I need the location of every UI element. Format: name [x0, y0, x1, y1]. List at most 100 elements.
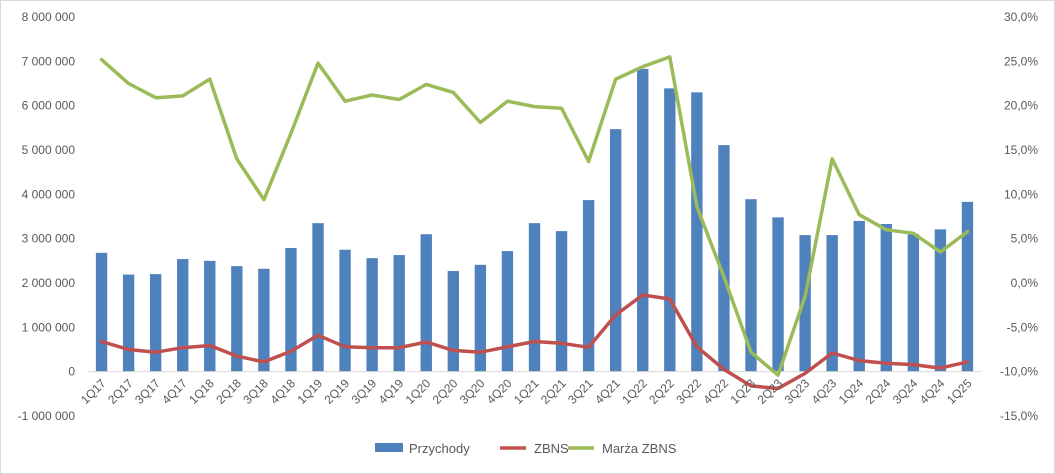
right-axis-tick-label: 5,0%: [1011, 232, 1039, 246]
bar-przychody: [934, 229, 947, 372]
bar-przychody: [853, 220, 865, 372]
right-axis-tick-label: -10,0%: [1000, 365, 1038, 379]
bar-przychody: [285, 247, 297, 372]
left-axis-tick-label: -1 000 000: [18, 409, 76, 423]
category-label: 1Q23: [727, 376, 758, 407]
bar-przychody: [177, 259, 189, 372]
category-label: 1Q25: [944, 376, 975, 407]
right-axis-tick-label: 15,0%: [1004, 143, 1038, 157]
category-label: 2Q19: [322, 376, 353, 407]
category-label: 2Q24: [863, 376, 894, 407]
category-label: 4Q21: [592, 376, 623, 407]
right-axis-tick-label: -15,0%: [1000, 409, 1038, 423]
category-label: 3Q23: [782, 376, 813, 407]
category-label: 4Q18: [267, 376, 298, 407]
category-label: 2Q22: [646, 376, 677, 407]
category-label: 2Q20: [430, 376, 461, 407]
left-axis-tick-label: 2 000 000: [22, 276, 76, 290]
right-axis-ticks: -15,0% -10,0% -5,0% 0,0% 5,0% 10,0% 15,0% 20,0%…: [1000, 10, 1038, 423]
category-label: 1Q22: [619, 376, 650, 407]
category-label: 2Q23: [755, 376, 786, 407]
bar-przychody: [961, 201, 974, 372]
bar-przychody: [95, 252, 108, 372]
bar-przychody: [609, 129, 622, 372]
legend-label: Przychody: [409, 441, 470, 456]
bar-przychody: [122, 274, 135, 372]
category-label: 1Q17: [78, 376, 109, 407]
bar-przychody: [149, 274, 162, 372]
category-label: 3Q18: [240, 376, 271, 407]
line-marza-zbns: [99, 55, 970, 377]
bar-przychody: [204, 260, 216, 372]
bar-przychody: [745, 199, 757, 372]
bar-przychody: [718, 145, 730, 372]
bar-przychody: [880, 224, 892, 372]
legend: Przychody ZBNS Marża ZBNS: [375, 441, 677, 456]
bar-przychody: [312, 223, 324, 372]
right-axis-tick-label: 10,0%: [1004, 187, 1038, 201]
category-label: 3Q22: [673, 376, 704, 407]
bar-przychody: [664, 88, 676, 372]
bar-przychody: [637, 68, 649, 372]
category-label: 2Q21: [538, 376, 569, 407]
bar-przychody: [772, 217, 784, 372]
category-label: 4Q24: [917, 376, 948, 407]
category-label: 4Q20: [484, 376, 515, 407]
bar-przychody: [366, 258, 378, 372]
left-axis-ticks: -1 000 000 0 1 000 000 2 000 000 3 000 000 4 …: [18, 10, 76, 423]
category-label: 1Q24: [836, 376, 867, 407]
bar-przychody: [393, 255, 405, 372]
category-labels: 1Q172Q173Q174Q171Q182Q183Q184Q181Q192Q19…: [78, 376, 975, 407]
bar-przychody: [907, 234, 920, 372]
bar-przychody: [420, 234, 432, 372]
category-label: 3Q21: [565, 376, 596, 407]
legend-label: Marża ZBNS: [602, 441, 677, 456]
bar-przychody: [231, 266, 243, 372]
category-label: 3Q19: [349, 376, 380, 407]
bar-przychody: [528, 223, 541, 372]
bar-przychody: [555, 231, 568, 372]
bar-series: [95, 68, 974, 372]
category-label: 2Q17: [105, 376, 136, 407]
line-zbns: [99, 293, 970, 391]
bar-przychody: [447, 271, 460, 372]
legend-label: ZBNS: [534, 441, 569, 456]
category-label: 4Q22: [700, 376, 731, 407]
bar-przychody: [691, 92, 703, 372]
category-label: 1Q21: [511, 376, 542, 407]
bar-przychody: [501, 251, 514, 372]
left-axis-tick-label: 5 000 000: [22, 143, 76, 157]
category-label: 4Q17: [159, 376, 190, 407]
left-axis-tick-label: 3 000 000: [22, 232, 76, 246]
left-axis-tick-label: 0: [68, 365, 75, 379]
left-axis-tick-label: 8 000 000: [22, 10, 76, 24]
category-label: 3Q20: [457, 376, 488, 407]
category-label: 4Q19: [376, 376, 407, 407]
bar-przychody: [799, 235, 811, 372]
right-axis-tick-label: 20,0%: [1004, 99, 1038, 113]
category-label: 2Q18: [213, 376, 244, 407]
left-axis-tick-label: 1 000 000: [22, 320, 76, 334]
left-axis-tick-label: 6 000 000: [22, 99, 76, 113]
bar-przychody: [582, 200, 595, 372]
right-axis-tick-label: 0,0%: [1011, 276, 1039, 290]
line-series: [99, 55, 970, 391]
legend-swatch-przychody: [375, 443, 403, 452]
category-label: 1Q20: [403, 376, 434, 407]
bar-przychody: [474, 264, 487, 372]
category-label: 1Q19: [294, 376, 325, 407]
right-axis-tick-label: 25,0%: [1004, 54, 1038, 68]
category-label: 4Q23: [809, 376, 840, 407]
left-axis-tick-label: 7 000 000: [22, 54, 76, 68]
right-axis-tick-label: -5,0%: [1007, 320, 1039, 334]
category-label: 1Q18: [186, 376, 217, 407]
bar-przychody: [826, 235, 838, 372]
category-label: 3Q17: [132, 376, 163, 407]
bar-przychody: [339, 249, 351, 372]
category-label: 3Q24: [890, 376, 921, 407]
left-axis-tick-label: 4 000 000: [22, 187, 76, 201]
right-axis-tick-label: 30,0%: [1004, 10, 1038, 24]
bar-przychody: [258, 268, 270, 372]
